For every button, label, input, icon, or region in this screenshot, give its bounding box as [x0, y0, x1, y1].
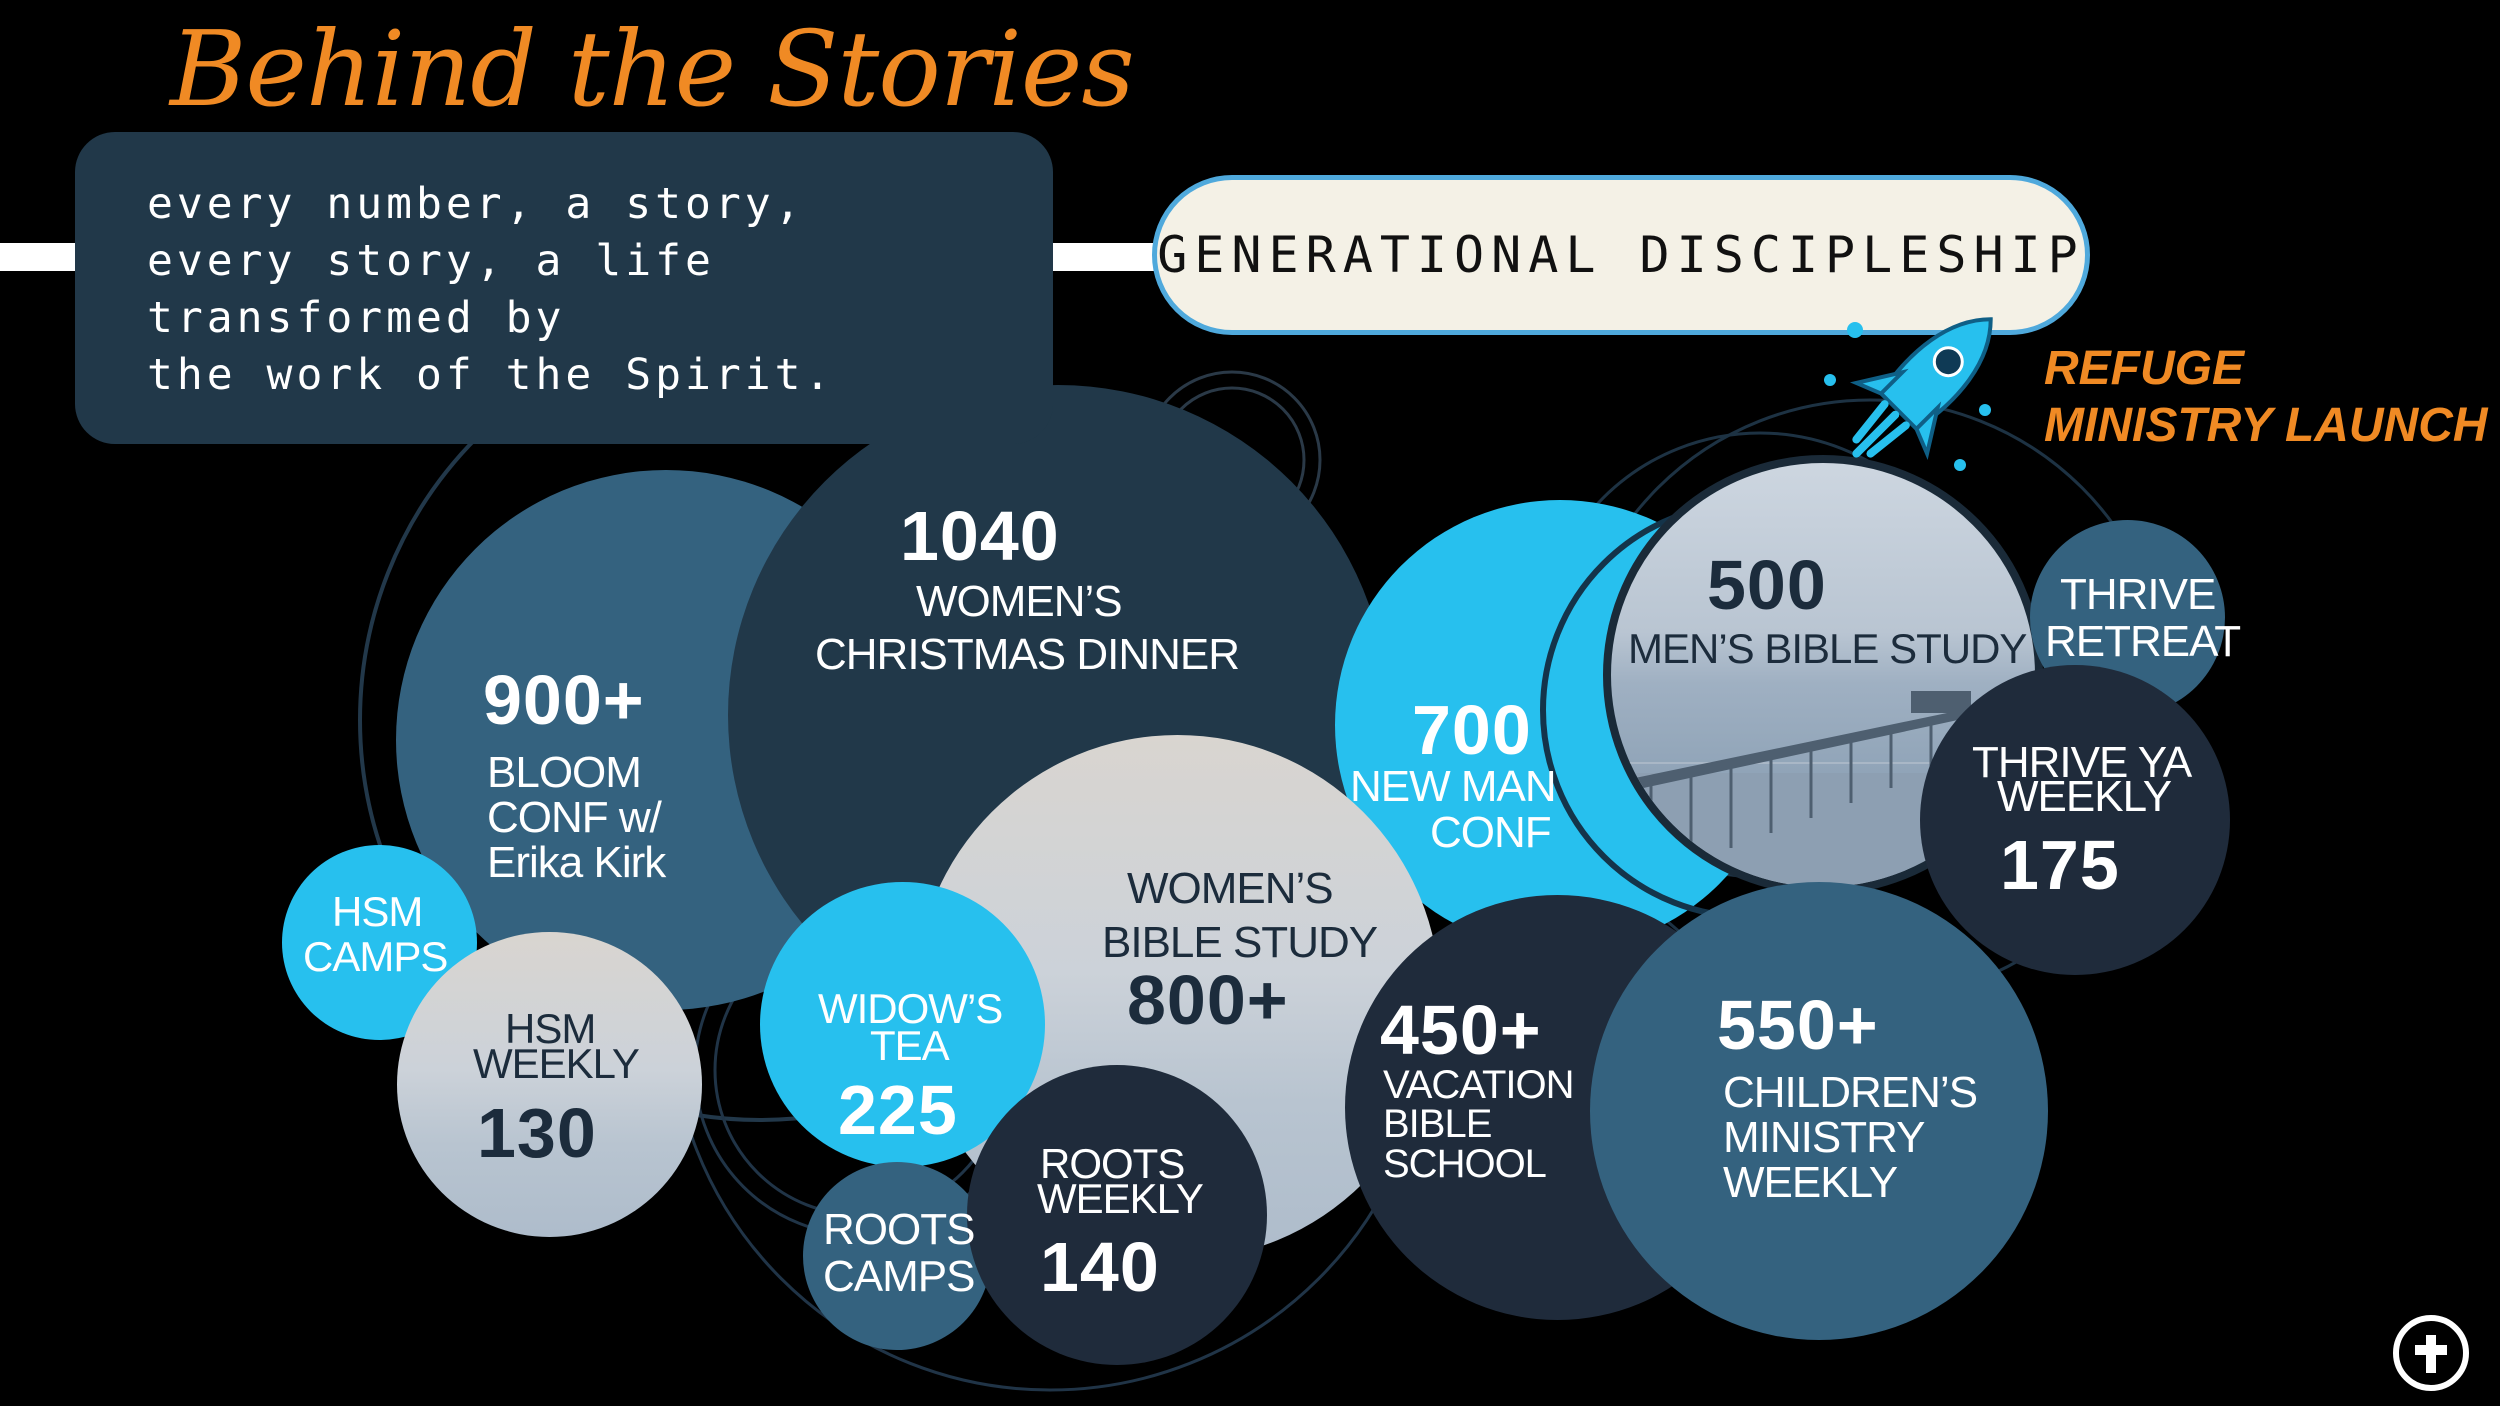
banner-label: GENERATIONAL DISCIPLESHIP: [1157, 226, 2085, 284]
quote-box: every number, a story, every story, a li…: [75, 132, 1053, 444]
roots-weekly-bubble: [967, 1065, 1267, 1365]
quote-line-3: transformed by: [147, 293, 566, 343]
new-man-label-1: NEW MAN: [1350, 762, 1557, 811]
quote-line-4: the work of the Spirit.: [147, 350, 835, 400]
thrive-ya-label-2: WEEKLY: [1997, 772, 2172, 821]
hsm-weekly-label-2: WEEKLY: [473, 1040, 640, 1087]
refuge-ministry-launch: REFUGE MINISTRY LAUNCH: [2044, 340, 2488, 454]
roots-camps-label-1: ROOTS: [823, 1205, 975, 1254]
hsm-camps-label-1: HSM: [332, 888, 423, 935]
thrive-retreat-label-1: THRIVE: [2060, 570, 2216, 619]
thrive-ya-bubble: [1920, 665, 2230, 975]
womens-bible-number: 800+: [1127, 961, 1289, 1039]
hsm-weekly-label-1: HSM: [505, 1005, 596, 1052]
mens-bible-label: MEN’S BIBLE STUDY: [1628, 625, 2027, 672]
new-man-label-2: CONF: [1430, 808, 1552, 857]
bloom-number: 900+: [483, 661, 645, 739]
quote-line-1: every number, a story,: [147, 179, 805, 229]
hsm-camps-label-2: CAMPS: [303, 933, 448, 980]
roots-camps-bubble: [803, 1162, 991, 1350]
widows-tea-label-1: WIDOW’S: [818, 985, 1003, 1032]
roots-weekly-number: 140: [1040, 1228, 1160, 1306]
vbs-label-1: VACATION: [1383, 1063, 1575, 1107]
childrens-label-2: MINISTRY: [1723, 1113, 1925, 1162]
christmas-label-2: CHRISTMAS DINNER: [815, 630, 1240, 679]
bloom-label-2: CONF w/: [487, 793, 662, 842]
divider-right: [1050, 243, 1160, 271]
christmas-label-1: WOMEN’S: [916, 577, 1123, 626]
vbs-label-3: SCHOOL: [1383, 1142, 1547, 1186]
thrive-ya-label-1: THRIVE YA: [1972, 738, 2192, 787]
mens-bible-number: 500: [1707, 546, 1827, 624]
generational-discipleship-banner: GENERATIONAL DISCIPLESHIP: [1152, 175, 2090, 335]
womens-bible-label-1: WOMEN’S: [1127, 864, 1334, 913]
thrive-retreat-label-2: RETREAT: [2045, 617, 2241, 666]
new-man-number: 700: [1412, 691, 1532, 769]
vbs-label-2: BIBLE: [1383, 1102, 1492, 1146]
widows-tea-label-2: TEA: [870, 1022, 950, 1069]
divider-left: [0, 243, 80, 271]
christmas-number: 1040: [900, 497, 1060, 575]
childrens-label-3: WEEKLY: [1723, 1158, 1898, 1207]
refuge-line-2: MINISTRY LAUNCH: [2044, 399, 2488, 452]
thrive-ya-number: 175: [2000, 826, 2120, 904]
page-title: Behind the Stories: [170, 8, 1135, 130]
bloom-label-1: BLOOM: [487, 748, 642, 797]
roots-weekly-label-2: WEEKLY: [1037, 1175, 1204, 1222]
womens-bible-label-2: BIBLE STUDY: [1102, 918, 1378, 967]
childrens-number: 550+: [1717, 986, 1879, 1064]
refuge-line-1: REFUGE: [2044, 342, 2245, 395]
vbs-number: 450+: [1380, 991, 1542, 1069]
widows-tea-bubble: [760, 882, 1045, 1167]
cross-seal-icon: [2393, 1315, 2469, 1391]
roots-weekly-label-1: ROOTS: [1040, 1140, 1185, 1187]
hsm-weekly-number: 130: [477, 1094, 597, 1172]
childrens-label-1: CHILDREN’S: [1723, 1068, 1978, 1117]
roots-camps-label-2: CAMPS: [823, 1252, 975, 1301]
childrens-bubble: [1590, 882, 2048, 1340]
rocket-icon: [1824, 317, 1993, 471]
bloom-label-3: Erika Kirk: [487, 838, 666, 887]
hsm-weekly-photo: [397, 932, 702, 1237]
widows-tea-number: 225: [838, 1071, 958, 1149]
quote-line-2: every story, a life: [147, 236, 715, 286]
